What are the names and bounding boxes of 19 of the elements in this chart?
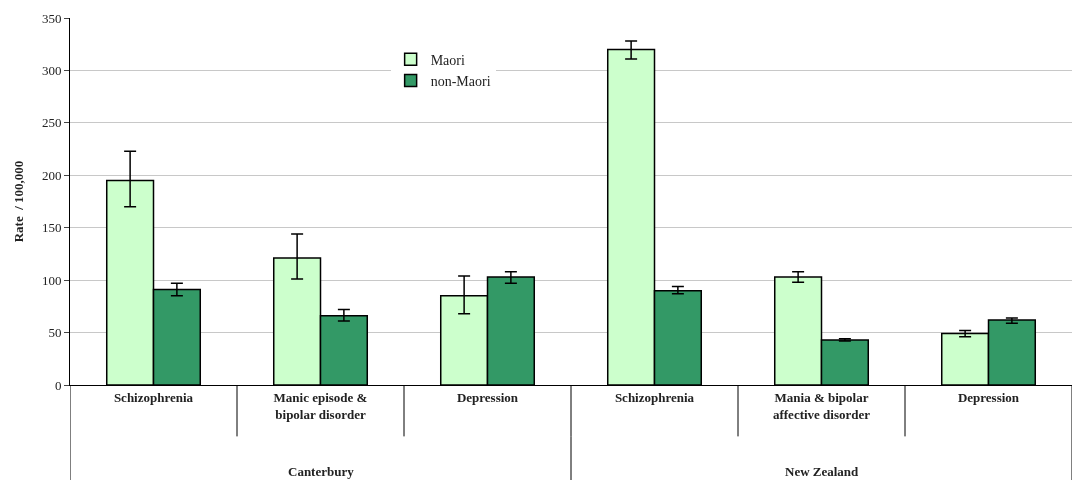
legend-label: non-Maori	[430, 73, 491, 89]
y-tick-label: 350	[41, 10, 62, 26]
x-tick-label: Schizophrenia	[113, 389, 194, 405]
y-tick-label: 50	[48, 325, 62, 341]
legend-label: Maori	[430, 52, 465, 68]
x-tick-label: Depression	[456, 389, 519, 405]
y-tick-label: 100	[41, 272, 62, 288]
x-tick-label: Mania & bipolar affective disorder	[772, 389, 871, 422]
y-tick-label: 150	[41, 220, 62, 236]
y-tick-label: 300	[41, 62, 62, 78]
y-tick-label: 200	[41, 167, 62, 183]
text: Canterbury	[288, 464, 355, 479]
x-tick-label: Manic episode & bipolar disorder	[273, 389, 368, 422]
y-axis-title: Rate / 100,000	[10, 160, 26, 243]
y-tick-label: 250	[41, 115, 62, 131]
x-tick-label: Schizophrenia	[614, 389, 695, 405]
text: New Zealand	[785, 464, 860, 479]
x-tick-label: Depression	[957, 389, 1020, 405]
y-tick-label: 0	[54, 377, 62, 393]
